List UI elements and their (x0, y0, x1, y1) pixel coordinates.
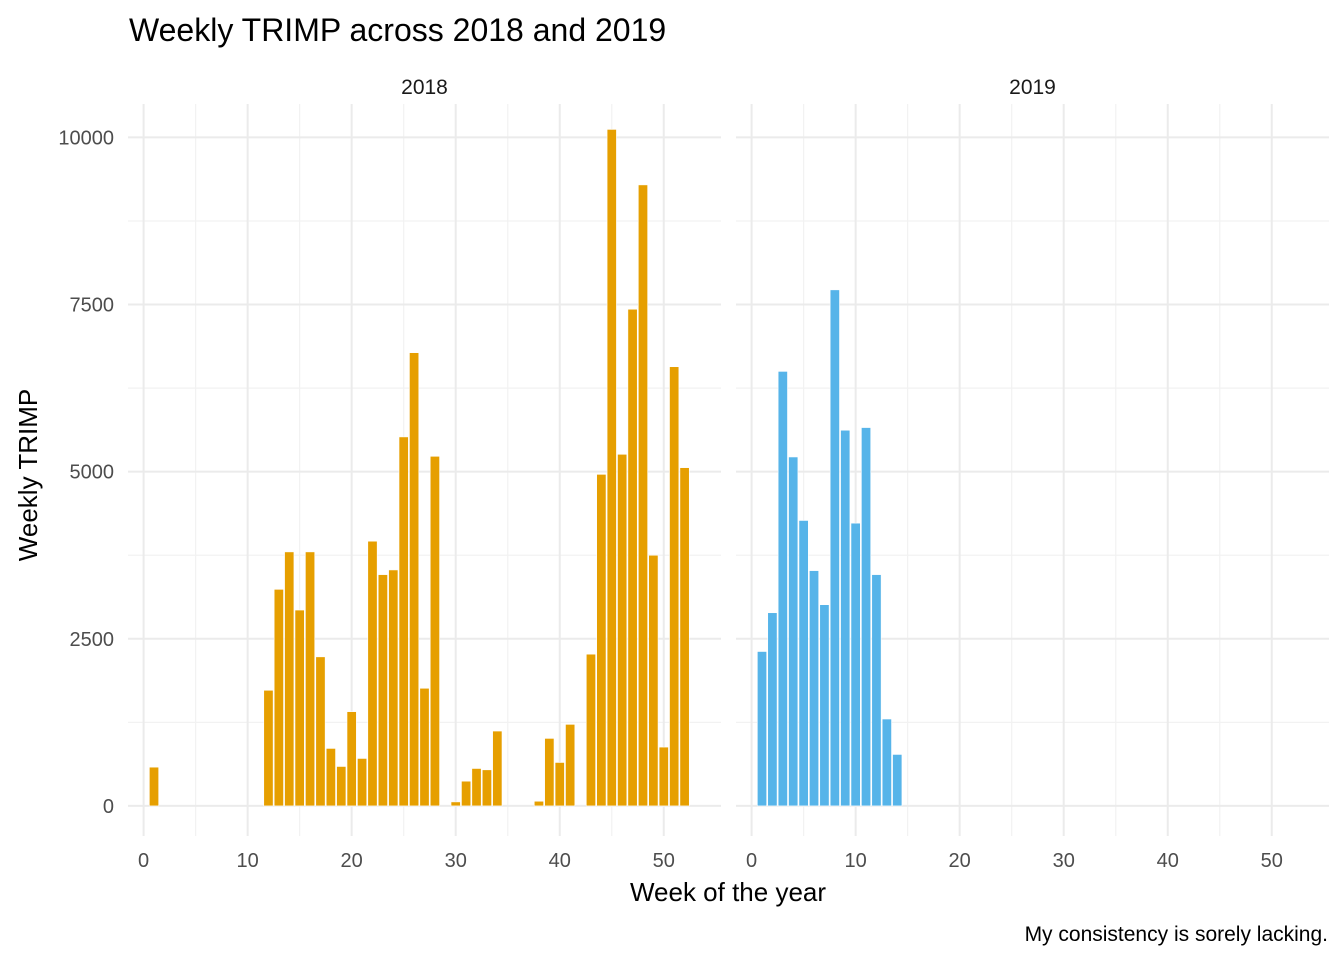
bar-2018-week-49 (648, 554, 659, 807)
y-tick-label: 5000 (70, 462, 115, 484)
bar-2018-week-14 (284, 551, 295, 807)
bar-2018-week-46 (617, 453, 628, 807)
bar-2018-week-18 (325, 748, 336, 807)
bar-2018-week-30 (450, 801, 461, 807)
bar-2018-week-26 (409, 352, 420, 807)
bar-2018-week-1 (149, 766, 159, 807)
bar-2018-week-33 (481, 769, 492, 807)
bar-2018-week-51 (669, 366, 680, 807)
bar-2018-week-48 (637, 184, 648, 807)
bar-2018-week-32 (471, 768, 482, 807)
bar-2018-week-44 (596, 474, 607, 807)
x-tick-label: 30 (1053, 850, 1075, 872)
x-tick-label: 10 (845, 850, 867, 872)
facet-panel-2018: 2018 0 10 20 30 40 50 0 2500 5000 7500 10000 (58, 76, 721, 872)
bar-2018-week-27 (419, 687, 430, 807)
bar-2018-week-12 (263, 689, 274, 807)
bar-2019-week-10 (850, 522, 861, 807)
bar-2018-week-23 (377, 574, 388, 807)
bar-2019-week-9 (840, 429, 851, 807)
bar-2018-week-47 (627, 308, 638, 807)
x-tick-label: 50 (1261, 850, 1283, 872)
bar-2019-week-12 (871, 574, 882, 807)
chart-title: Weekly TRIMP across 2018 and 2019 (129, 12, 666, 48)
bar-2018-week-13 (273, 589, 284, 807)
x-tick-label: 40 (1157, 850, 1179, 872)
x-tick-label: 0 (746, 850, 757, 872)
bar-2018-week-52 (679, 467, 690, 807)
x-tick-label: 30 (445, 850, 467, 872)
x-tick-label: 20 (949, 850, 971, 872)
bar-2018-week-34 (492, 730, 503, 807)
x-tick-label: 50 (653, 850, 675, 872)
bar-2018-week-45 (606, 129, 617, 807)
bar-2018-week-38 (533, 800, 544, 807)
bar-2019-week-2 (767, 612, 778, 807)
bar-2018-week-21 (357, 758, 368, 807)
bar-2019-week-14 (892, 754, 903, 807)
y-tick-label: 0 (103, 796, 114, 818)
y-tick-label: 2500 (70, 629, 115, 651)
facet-label-2018: 2018 (401, 76, 448, 99)
bar-2018-week-31 (461, 780, 472, 807)
bar-2019-week-6 (809, 570, 820, 807)
y-tick-label: 10000 (58, 127, 114, 149)
bar-2018-week-43 (585, 653, 596, 807)
bar-2018-week-39 (544, 738, 555, 807)
bar-2018-week-19 (336, 766, 347, 807)
bar-2018-week-22 (367, 540, 378, 807)
x-tick-label: 40 (549, 850, 571, 872)
bar-2019-week-13 (881, 718, 892, 807)
y-axis-title: Weekly TRIMP (13, 389, 43, 561)
facet-panel-2019: 2019 0 10 20 30 40 50 (736, 76, 1329, 872)
bar-2018-week-16 (305, 551, 316, 807)
facet-label-2019: 2019 (1009, 76, 1056, 99)
bar-2019-week-8 (829, 289, 840, 807)
bar-2018-week-41 (565, 724, 576, 807)
bar-2019-week-7 (819, 604, 830, 807)
bar-2018-week-15 (294, 609, 305, 807)
x-axis-title: Week of the year (630, 877, 826, 907)
bar-2018-week-17 (315, 656, 326, 807)
bar-2019-week-5 (798, 520, 809, 807)
bar-2018-week-25 (398, 436, 409, 807)
bar-2019-week-4 (788, 456, 799, 807)
bar-2018-week-20 (346, 711, 357, 807)
chart-caption: My consistency is sorely lacking. (1025, 923, 1328, 946)
bar-2018-week-50 (658, 746, 669, 807)
bar-2018-week-24 (388, 569, 399, 807)
x-tick-label: 10 (237, 850, 259, 872)
x-tick-label: 20 (341, 850, 363, 872)
bar-2018-week-40 (554, 762, 565, 807)
x-tick-label: 0 (138, 850, 149, 872)
bar-2019-week-3 (777, 371, 788, 807)
bar-2019-week-1 (757, 651, 767, 807)
y-tick-label: 7500 (70, 295, 115, 317)
bar-2019-week-11 (861, 427, 872, 807)
bar-2018-week-28 (429, 455, 440, 807)
